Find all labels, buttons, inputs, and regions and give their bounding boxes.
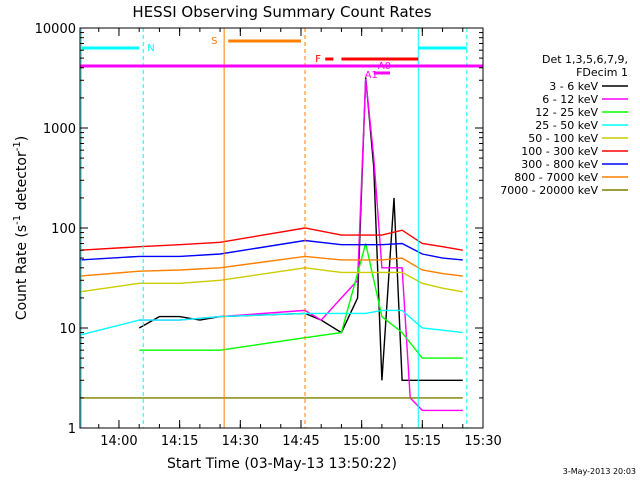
series-line-5	[79, 227, 463, 251]
series-line-7	[79, 255, 463, 277]
x-tick-label-6: 15:30	[464, 434, 501, 449]
flag-label-0: N	[147, 43, 154, 54]
x-tick-label-2: 14:30	[222, 434, 259, 449]
plot-area	[79, 77, 463, 412]
x-tick-label-0: 14:00	[100, 434, 137, 449]
series-line-3	[79, 309, 463, 336]
chart-title: HESSI Observing Summary Count Rates	[132, 3, 431, 21]
legend-label-5: 100 - 300 keV	[521, 145, 598, 158]
legend-label-1: 6 - 12 keV	[542, 93, 598, 106]
y-axis-label: Count Rate (s-1 detector-1)	[12, 136, 30, 320]
date-stamp: 3-May-2013 20:03	[563, 467, 636, 476]
series-line-4	[79, 267, 463, 293]
flag-label-1: S	[211, 36, 217, 47]
legend-label-3: 25 - 50 keV	[535, 119, 598, 132]
x-tick-label-1: 14:15	[161, 434, 198, 449]
y-tick-label-1: 10	[59, 322, 76, 337]
flag-label-2: F	[315, 54, 321, 65]
legend-label-4: 50 - 100 keV	[528, 132, 598, 145]
plot-frame	[79, 27, 484, 429]
x-tick-label-3: 14:45	[282, 434, 319, 449]
axes: 14:00 14:15 14:30 14:45 15:00 15:15 15:30 1 10 10…	[35, 22, 502, 449]
y-tick-label-3: 1000	[43, 122, 76, 137]
legend-label-0: 3 - 6 keV	[549, 80, 598, 93]
flag-label-4: A1	[365, 70, 378, 81]
flag-label-3: A0	[378, 61, 391, 72]
x-axis-label: Start Time (03-May-13 13:50:22)	[167, 456, 397, 472]
legend-header-line-2: FDecim 1	[576, 66, 628, 79]
legend-label-8: 7000 - 20000 keV	[500, 184, 598, 197]
series-line-2	[139, 243, 463, 359]
x-tick-label-5: 15:15	[404, 434, 441, 449]
y-tick-label-0: 1	[68, 422, 76, 437]
legend-label-6: 300 - 800 keV	[521, 158, 598, 171]
series-line-1	[139, 78, 463, 412]
legend-label-2: 12 - 25 keV	[535, 106, 598, 119]
legend-header-line-1: Det 1,3,5,6,7,9,	[542, 53, 628, 66]
y-tick-label-2: 100	[51, 222, 76, 237]
x-tick-label-4: 15:00	[343, 434, 380, 449]
y-tick-label-4: 10000	[35, 22, 76, 37]
legend-label-7: 800 - 7000 keV	[514, 171, 598, 184]
series-line-6	[79, 239, 463, 261]
